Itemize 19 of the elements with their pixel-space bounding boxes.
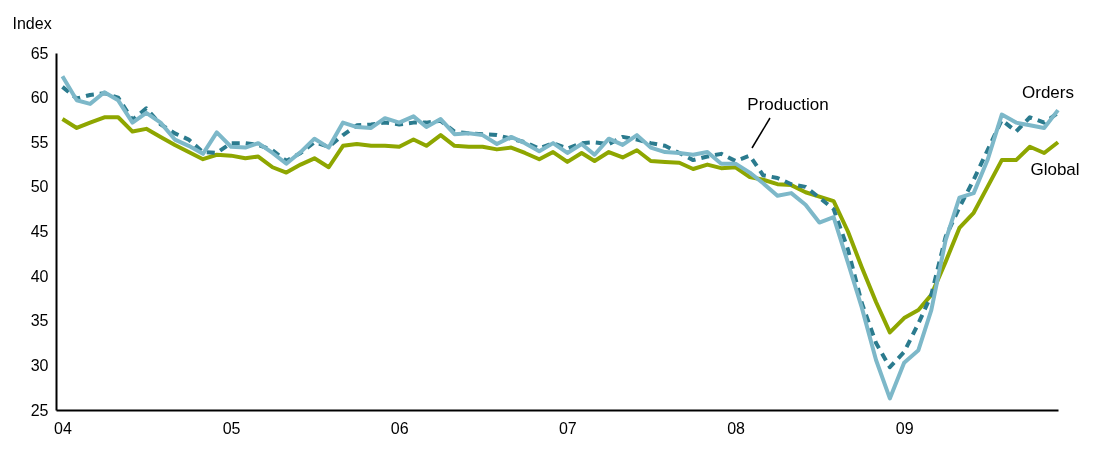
y-tick-label: 35 (30, 312, 49, 330)
y-tick-label: 45 (30, 223, 49, 240)
text: Production (747, 95, 829, 114)
x-tick-label: 07 (558, 419, 577, 437)
x-tick-label: 09 (895, 419, 914, 437)
y-tick-label: 65 (30, 44, 49, 62)
y-tick-label: 55 (30, 133, 49, 151)
series-label: Global (1030, 160, 1080, 179)
y-tick-label: 25 (30, 401, 49, 419)
series-label: Orders (1022, 83, 1074, 102)
y-tick-label: 50 (30, 178, 49, 196)
y-tick-label: 60 (30, 89, 49, 107)
x-tick-label: 05 (222, 419, 241, 437)
y-axis-title: Index (12, 14, 52, 32)
x-tick-label: 08 (727, 419, 746, 437)
y-tick-label: 40 (30, 267, 49, 285)
y-tick-label: 30 (30, 356, 49, 374)
x-tick-label: 06 (390, 419, 409, 437)
x-tick-label: 04 (54, 419, 72, 437)
